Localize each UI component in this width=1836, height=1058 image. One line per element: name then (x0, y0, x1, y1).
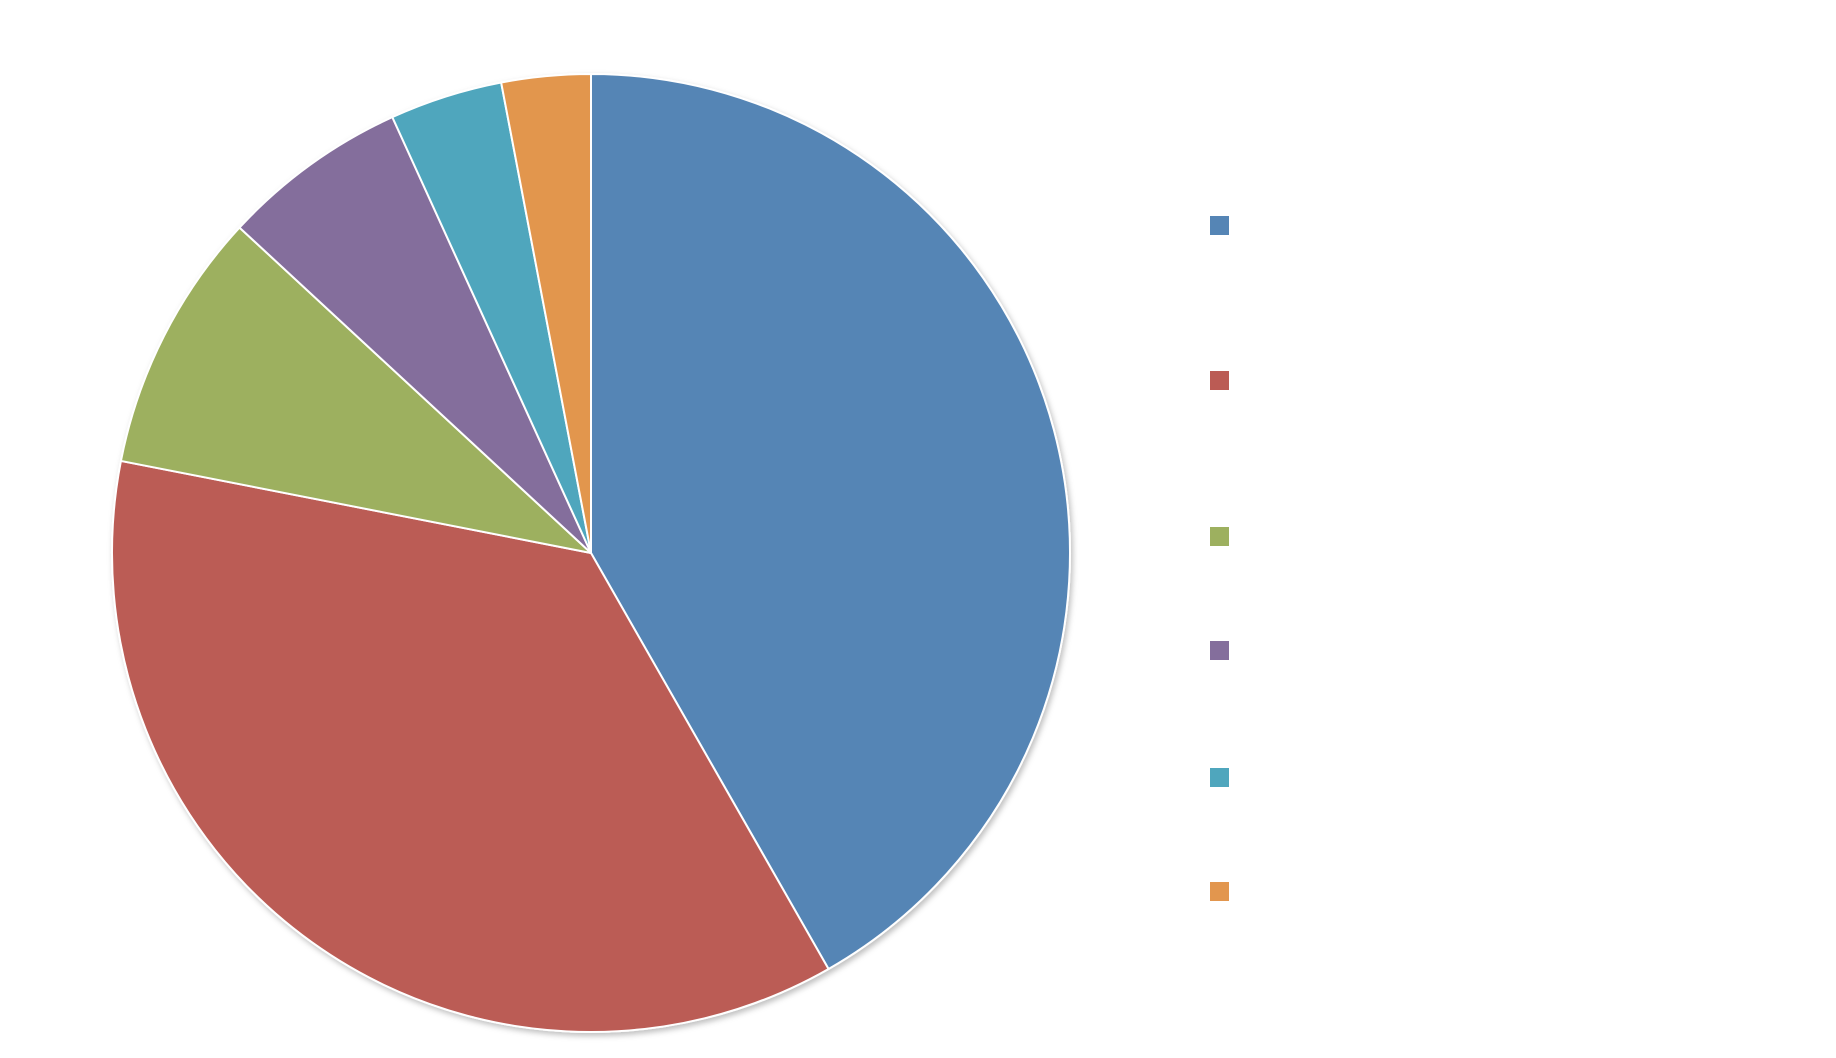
legend-swatch (1210, 768, 1229, 787)
legend-swatch (1210, 882, 1229, 901)
pie-slice (238, 116, 592, 554)
legend-swatch (1210, 371, 1229, 390)
legend-swatch (1210, 527, 1229, 546)
pie-slice (590, 73, 1071, 970)
pie (111, 73, 1071, 1033)
pie-slice (111, 459, 830, 1033)
pie-slice (119, 226, 592, 554)
pie-slice (500, 73, 592, 554)
legend-swatch (1210, 641, 1229, 660)
legend (1210, 216, 1229, 901)
legend-swatch (1210, 216, 1229, 235)
